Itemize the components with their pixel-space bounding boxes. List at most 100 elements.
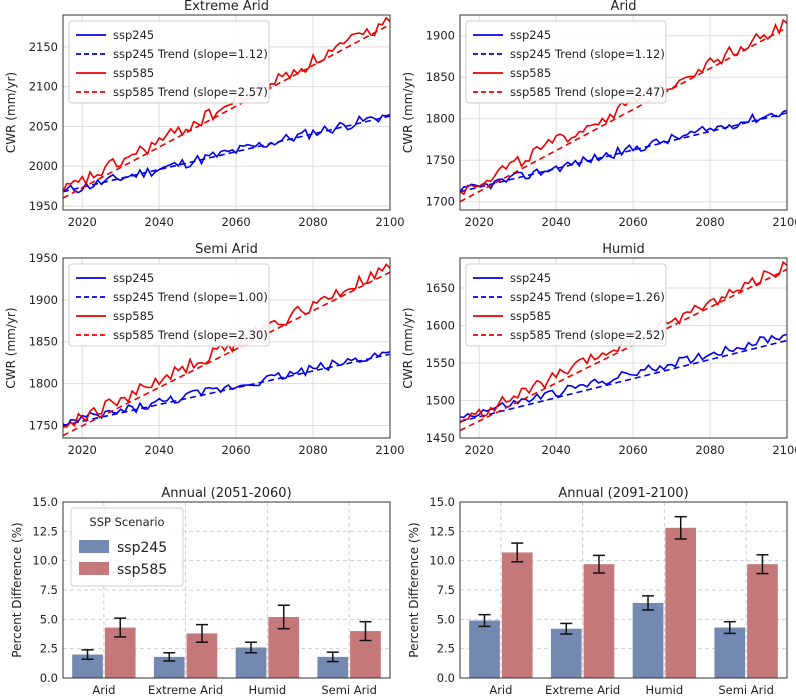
p2-line-ssp245 [62,351,391,428]
p1-trend-ssp585 [459,26,788,203]
p4-legend-swatch-ssp585 [79,562,109,575]
p2-frame [62,257,391,439]
p3-xtick-2080: 2080 [695,443,724,457]
p0-ytick-2050: 2050 [29,119,58,133]
p2-xtick-2040: 2040 [145,443,174,457]
p4-errorbar-semi-arid-ssp245 [326,651,339,663]
p5-bar-humid-ssp585 [665,527,697,678]
p1-legend-label-ssp585-trend-slope-2-47: ssp585 Trend (slope=2.47) [510,85,665,99]
p2-ytick-1750: 1750 [29,418,58,432]
p5-bar-arid-ssp245 [469,620,500,678]
p0-legend-label-ssp585-trend-slope-2-57: ssp585 Trend (slope=2.57) [113,85,268,99]
p0-trend-ssp585 [62,23,391,199]
p2-xtick-2080: 2080 [298,443,327,457]
p2-ytick-1900: 1900 [29,293,58,307]
p4-legend-label-ssp245: ssp245 [117,540,167,556]
p4-ytick-5-0: 5.0 [40,612,58,626]
p5-ytick-0-0: 0.0 [437,671,455,685]
p2-legend-label-ssp245-trend-slope-1-00: ssp245 Trend (slope=1.00) [113,290,268,304]
p5-bar-semi-arid-ssp585 [747,564,778,678]
p0-xtick-2080: 2080 [298,215,327,229]
p1-ytick-1750: 1750 [426,153,455,167]
p2-trend-ssp585 [62,271,391,437]
p1-legend-label-ssp585: ssp585 [510,66,551,80]
p4-errorbar-arid-ssp585 [114,617,127,638]
p3-ytick-1500: 1500 [426,394,455,408]
p0-ytick-2000: 2000 [29,159,58,173]
p0-ytick-2150: 2150 [29,40,58,54]
p4-title: Annual (2051-2060) [161,486,291,501]
p0-legend-label-ssp585: ssp585 [113,66,154,80]
p1-xtick-2040: 2040 [542,215,571,229]
p5-errorbar-humid-ssp245 [642,595,655,611]
p1-ytick-1850: 1850 [426,70,455,84]
p0-xtick-2020: 2020 [68,215,97,229]
p2-ytick-1850: 1850 [29,335,58,349]
p3-legend-label-ssp245-trend-slope-1-26: ssp245 Trend (slope=1.26) [510,290,665,304]
p2-legend-box [68,263,270,347]
p3-trend-ssp245 [459,339,788,423]
panel-semi-arid: Semi Arid CWR (mm/yr) 1750 1800 1850 1900 1950… [4,242,405,457]
p1-ytick-1900: 1900 [426,29,455,43]
p4-ytick-10-0: 10.0 [32,554,58,568]
p5-title: Annual (2091-2100) [558,486,688,501]
p4-ytick-2-5: 2.5 [40,642,58,656]
p5-errorbar-humid-ssp585 [674,515,687,540]
p3-xtick-2040: 2040 [542,443,571,457]
p4-bar-semi-arid-ssp245 [317,656,349,678]
p2-trend-ssp245 [62,353,391,427]
p4-bar-extreme-arid-ssp245 [153,656,185,678]
p1-ytick-1800: 1800 [426,112,455,126]
p0-legend-box [68,20,270,104]
p1-line-ssp245 [459,109,788,193]
p5-ytick-5-0: 5.0 [437,612,455,626]
p3-legend-label-ssp585-trend-slope-2-52: ssp585 Trend (slope=2.52) [510,328,665,342]
p3-xtick-2100: 2100 [772,443,796,457]
p3-xtick-2020: 2020 [465,443,494,457]
p5-ytick-15-0: 15.0 [429,495,455,509]
p5-ytick-12-5: 12.5 [429,524,455,538]
p3-ylabel: CWR (mm/yr) [401,307,415,388]
panel-annual-2051-2060: Annual (2051-2060) Percent Difference (%)… [10,486,391,697]
p4-xtick-arid: Arid [92,683,115,697]
p2-legend-label-ssp245: ssp245 [113,271,154,285]
p4-bar-arid-ssp245 [72,654,103,678]
p0-ytick-2100: 2100 [29,80,58,94]
p4-errorbar-extreme-arid-ssp245 [163,652,176,662]
p4-ytick-15-0: 15.0 [32,495,58,509]
p0-ylabel: CWR (mm/yr) [4,72,18,153]
p3-line-ssp245 [459,333,788,419]
p2-xtick-2100: 2100 [375,443,404,457]
p1-xtick-2020: 2020 [465,215,494,229]
p0-ytick-1950: 1950 [29,199,58,213]
p0-title: Extreme Arid [184,0,269,14]
p4-xtick-semi-arid: Semi Arid [321,683,377,697]
p3-ytick-1650: 1650 [426,281,455,295]
p4-ytick-0-0: 0.0 [40,671,58,685]
p4-errorbar-extreme-arid-ssp585 [195,623,208,643]
p5-errorbar-semi-arid-ssp245 [723,620,736,635]
p1-ytick-1700: 1700 [426,195,455,209]
p1-xtick-2060: 2060 [618,215,647,229]
p5-errorbar-extreme-arid-ssp245 [560,622,573,635]
p0-trend-ssp245 [62,115,391,193]
p5-ytick-10-0: 10.0 [429,554,455,568]
p4-xtick-extreme-arid: Extreme Arid [148,683,223,697]
p4-errorbar-arid-ssp245 [81,649,94,660]
p3-legend-label-ssp245: ssp245 [510,271,551,285]
p1-line-ssp585 [459,18,788,196]
p4-ytick-7-5: 7.5 [40,583,58,597]
p3-ytick-1600: 1600 [426,319,455,333]
p4-legend: SSP Scenario ssp245 ssp585 [70,507,184,587]
panel-humid: Humid CWR (mm/yr) 1450 1500 1550 1600 1650 2020… [401,242,796,457]
p4-ytick-12-5: 12.5 [32,524,58,538]
p3-legend-label-ssp585: ssp585 [510,309,551,323]
p0-legend: ssp245 ssp245 Trend (slope=1.12) ssp585 ssp… [68,20,270,104]
p5-xtick-humid: Humid [646,683,684,697]
p0-legend-label-ssp245-trend-slope-1-12: ssp245 Trend (slope=1.12) [113,47,268,61]
p3-xtick-2060: 2060 [618,443,647,457]
p5-errorbar-semi-arid-ssp585 [756,554,769,575]
p4-errorbar-semi-arid-ssp585 [359,620,372,642]
p5-errorbar-extreme-arid-ssp585 [592,554,605,574]
